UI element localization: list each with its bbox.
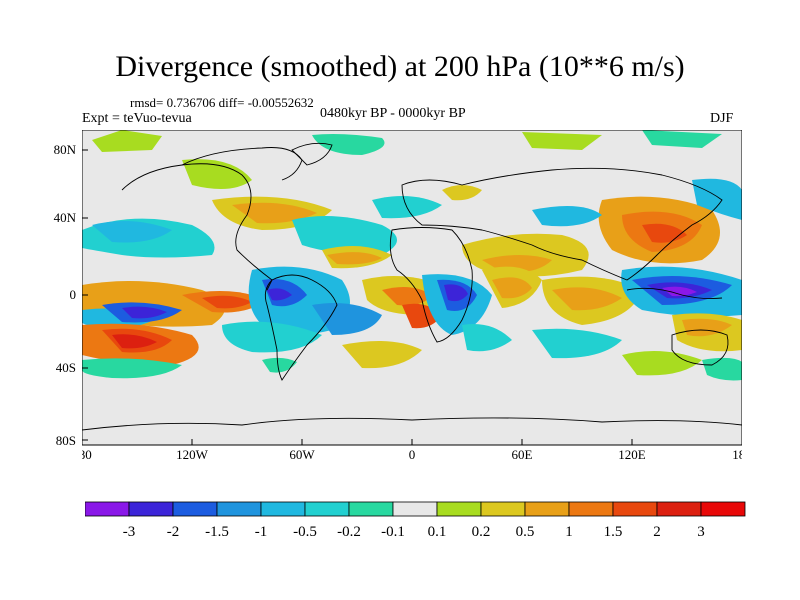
- colorbar-box: [436, 501, 482, 517]
- field-patch: [532, 328, 622, 359]
- lon-axis: 180 120W 60W 0 60E 120E 180: [82, 439, 742, 460]
- field-patch: [662, 286, 697, 297]
- colorbar-label: -0.1: [381, 524, 405, 540]
- field-patch: [702, 357, 742, 381]
- colorbar-box: [348, 501, 394, 517]
- colorbar-label: 2: [653, 524, 661, 540]
- colorbar-label: 0.2: [472, 524, 491, 540]
- colorbar-label: -2: [167, 524, 180, 540]
- coastlines: [82, 142, 742, 431]
- field-patch: [342, 341, 422, 369]
- field-patch: [122, 306, 167, 319]
- colorbar-box: [524, 501, 570, 517]
- field-patch: [552, 287, 622, 311]
- colorbar-box: [656, 501, 702, 517]
- colorbar-label: -1: [255, 524, 268, 540]
- colorbar-label: 1: [565, 524, 573, 540]
- colorbar-box: [216, 501, 262, 517]
- colorbar-box: [85, 501, 130, 517]
- field-patch: [327, 252, 382, 265]
- north-america-coast: [121, 163, 273, 291]
- africa-coast: [389, 227, 473, 343]
- colorbar-box: [480, 501, 526, 517]
- colorbar-label: 3: [697, 524, 705, 540]
- field-patch: [92, 221, 172, 243]
- field-patch: [522, 132, 602, 150]
- colorbar-box: [128, 501, 174, 517]
- field-patch: [82, 358, 182, 379]
- arctic-coast: [181, 147, 303, 181]
- south-america-coast: [264, 274, 338, 381]
- colorbar-box: [304, 501, 350, 517]
- colorbar-label: 0.1: [428, 524, 447, 540]
- field-patch: [462, 324, 512, 352]
- plot-title: Divergence (smoothed) at 200 hPa (10**6 …: [115, 50, 685, 83]
- field-patch: [232, 202, 317, 224]
- field-patch: [492, 277, 532, 299]
- lon-tick-label: 120E: [618, 447, 646, 460]
- field-layer: [82, 130, 742, 445]
- field-patch: [692, 178, 742, 220]
- colorbar-label: -0.2: [337, 524, 361, 540]
- experiment-label: Expt = teVuo-tevua: [82, 111, 192, 126]
- field-patch: [222, 321, 322, 353]
- field-patch: [444, 284, 468, 302]
- stats-label: rmsd= 0.736706 diff= -0.00552632: [130, 95, 314, 110]
- lat-tick-label: 40S: [55, 360, 76, 375]
- lon-tick-label: 0: [409, 447, 416, 460]
- colorbar-label: -1.5: [205, 524, 229, 540]
- colorbar: -3 -2 -1.5 -1 -0.5 -0.2 -0.1 0.1 0.2 0.5 1 1.5 2 3: [85, 501, 746, 540]
- colorbar-box: [172, 501, 218, 517]
- period-label: 0480kyr BP - 0000kyr BP: [320, 106, 466, 121]
- lon-tick-label: 120W: [176, 447, 209, 460]
- field-patch: [622, 351, 702, 376]
- field-patch: [202, 295, 252, 309]
- colorbar-box: [260, 501, 306, 517]
- lon-tick-label: 60W: [289, 447, 315, 460]
- colorbar-label: 0.5: [516, 524, 535, 540]
- australia-coast: [671, 329, 729, 366]
- divergence-map: 180 120W 60W 0 60E 120E 180: [82, 130, 742, 460]
- field-patch: [292, 216, 397, 255]
- field-patch: [682, 318, 732, 337]
- colorbar-label: -0.5: [293, 524, 317, 540]
- field-patch: [642, 130, 722, 148]
- colorbar-box: [612, 501, 658, 517]
- lon-tick-label: 60E: [512, 447, 533, 460]
- maritime-continent-coast: [626, 287, 723, 300]
- lat-tick-label: 40N: [53, 210, 76, 225]
- field-patch: [182, 159, 252, 189]
- field-patch: [442, 185, 482, 201]
- colorbar-label: 1.5: [604, 524, 623, 540]
- lat-tick-label: 80S: [55, 433, 76, 448]
- lon-tick-label: 180: [82, 447, 92, 460]
- greenland-coast: [291, 142, 333, 166]
- lat-tick-label: 80N: [53, 142, 76, 157]
- field-patch: [312, 302, 382, 335]
- eurasia-coast: [401, 167, 723, 281]
- colorbar-labels: -3 -2 -1.5 -1 -0.5 -0.2 -0.1 0.1 0.2 0.5 1 1.5 2 3: [123, 524, 705, 540]
- field-patch: [382, 286, 432, 306]
- colorbar-box: [392, 501, 438, 517]
- lat-axis: [82, 149, 88, 441]
- colorbar-box: [568, 501, 614, 517]
- field-patch: [532, 206, 602, 227]
- colorbar-boxes: [85, 501, 746, 517]
- field-patch: [112, 334, 157, 349]
- field-patch: [92, 130, 162, 152]
- antarctica-coast: [82, 417, 742, 431]
- colorbar-label: -3: [123, 524, 136, 540]
- colorbar-box: [700, 501, 746, 517]
- field-patch: [267, 288, 292, 301]
- lat-tick-label: 0: [69, 287, 77, 302]
- field-patch: [262, 357, 297, 373]
- lon-tick-label: 180: [732, 447, 742, 460]
- season-label: DJF: [710, 111, 734, 126]
